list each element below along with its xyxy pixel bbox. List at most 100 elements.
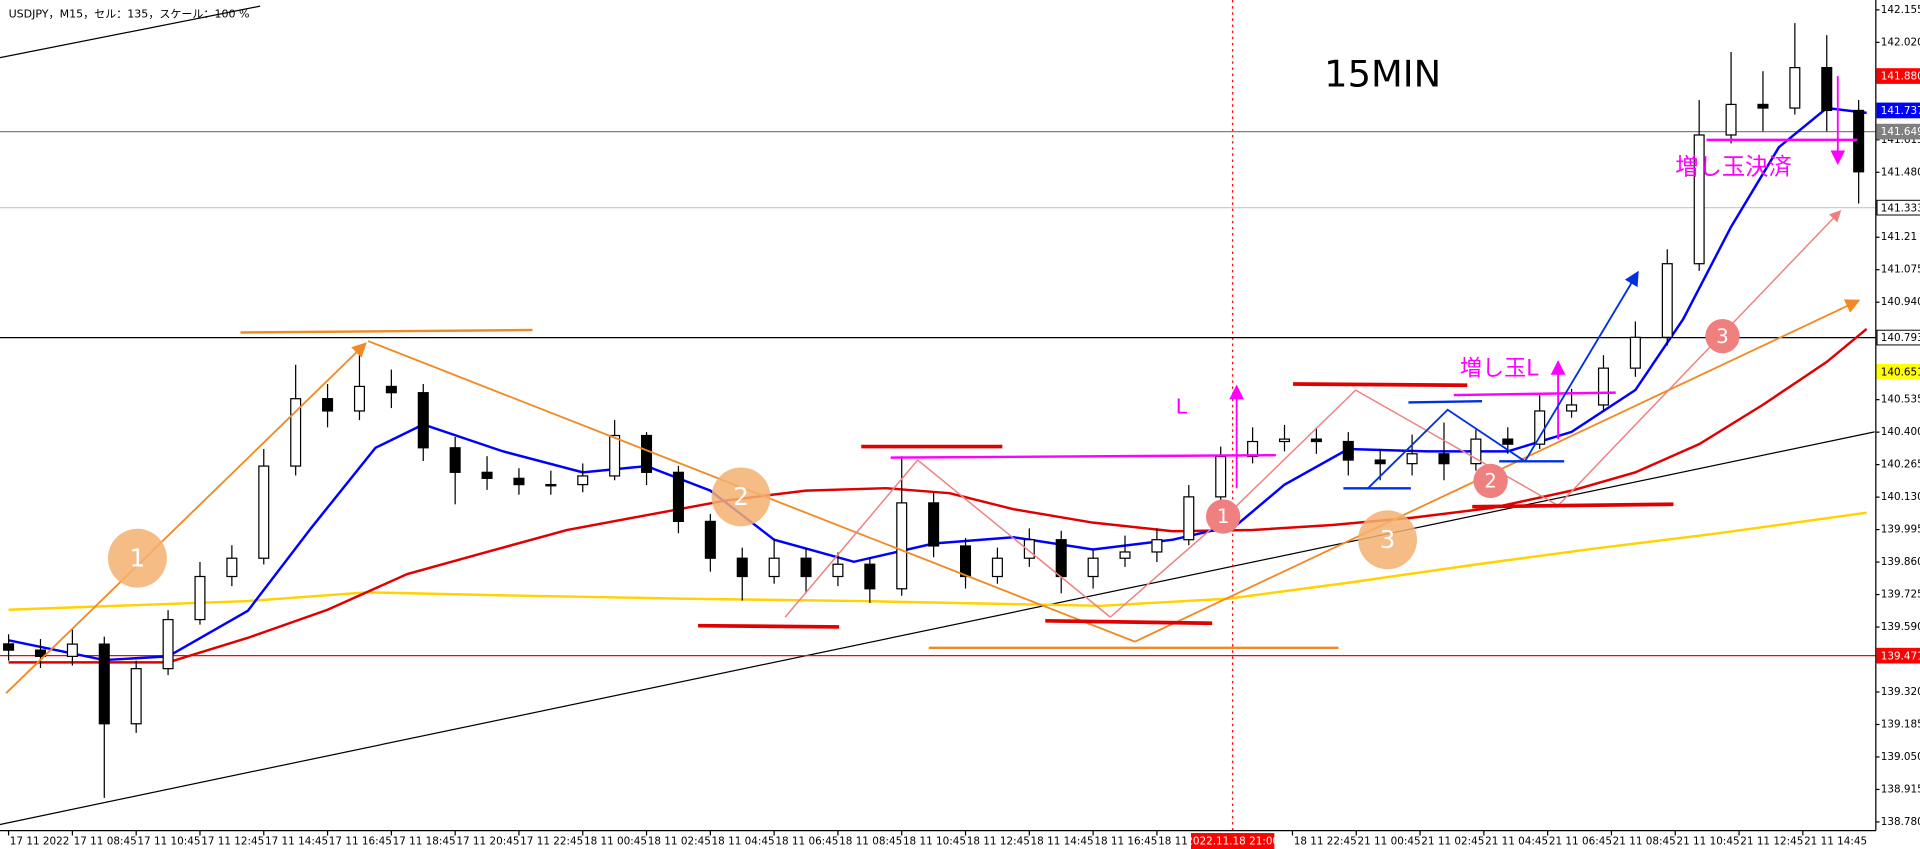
- red-level: [1293, 382, 1468, 388]
- y-tick-label: 139.725: [1881, 589, 1920, 601]
- red-level: [698, 623, 840, 629]
- candle-body: [1183, 496, 1195, 541]
- x-tick-label: 17 11 14:45: [265, 836, 328, 848]
- x-tick-label: 21 11 12:45: [1740, 836, 1803, 848]
- price-label-box: [1876, 199, 1920, 216]
- candle-body: [672, 471, 684, 523]
- x-tick-label: 18 11 00:45: [584, 836, 647, 848]
- price-label: 141.649: [1881, 126, 1920, 138]
- y-tick-label: 138.915: [1881, 783, 1920, 795]
- candle-body: [928, 502, 940, 547]
- wave-label: 1: [130, 543, 146, 572]
- moving-average: [8, 327, 1868, 664]
- candle-body: [226, 557, 238, 578]
- candle-body: [130, 668, 142, 725]
- price-label-box: [1876, 647, 1920, 664]
- candle-body: [1119, 551, 1131, 559]
- y-tick-label: 141.21: [1881, 231, 1917, 243]
- price-label-box: [1876, 68, 1920, 84]
- exit-label: 増し玉決済: [1675, 154, 1791, 181]
- y-tick-label: 142.155: [1881, 4, 1920, 16]
- candle-body: [98, 643, 110, 725]
- candle-body: [1310, 438, 1322, 443]
- price-label: 140.793: [1881, 332, 1920, 344]
- blue-line: [1367, 408, 1526, 489]
- chart-title: 15MIN: [1324, 53, 1441, 96]
- y-tick-label: 141.480: [1881, 166, 1920, 178]
- candle-body: [1406, 453, 1418, 465]
- y-tick-label: 139.995: [1881, 524, 1920, 536]
- price-label-box: [1876, 329, 1920, 346]
- candle-body: [800, 557, 812, 578]
- candle-body: [162, 618, 174, 670]
- x-tick-label: 18 11 16:45: [1094, 836, 1157, 848]
- wave-label: 3: [1716, 325, 1728, 348]
- candle-body: [1023, 539, 1035, 559]
- price-label-box: [1876, 363, 1920, 380]
- price-label: 141.737: [1881, 105, 1920, 117]
- wave-marker: [711, 467, 771, 527]
- candle-body: [641, 434, 653, 473]
- cursor-label-box: [1190, 833, 1275, 849]
- x-tick-label: 17 11 16:45: [329, 836, 392, 848]
- candle-body: [1725, 103, 1737, 136]
- x-tick-label: 21 11 08:45: [1613, 836, 1676, 848]
- candle-body: [704, 520, 716, 559]
- x-tick-label: 21 11 00:45: [1357, 836, 1420, 848]
- y-tick-label: 138.780: [1881, 816, 1920, 828]
- x-tick-label: 17 11 20:45: [456, 836, 519, 848]
- wave-marker: [107, 528, 167, 588]
- magenta-level: [1453, 391, 1616, 397]
- candle-body: [1821, 66, 1833, 112]
- candle-body: [1853, 109, 1865, 173]
- candle-body: [896, 502, 908, 590]
- entry-label: 増し玉L: [1460, 356, 1539, 381]
- candle-body: [290, 398, 302, 467]
- x-tick-label: 18 11 12:45: [967, 836, 1030, 848]
- wave-label: 3: [1380, 525, 1396, 554]
- candle-body: [1470, 438, 1482, 465]
- wave-label: 2: [733, 482, 749, 511]
- blue-level: [1408, 399, 1483, 404]
- price-label: 141.880: [1881, 71, 1920, 83]
- x-tick-label: 18 11 04:45: [712, 836, 775, 848]
- y-tick-label: 139.185: [1881, 718, 1920, 730]
- x-tick-label: 18 11: [1158, 836, 1188, 848]
- red-level: [1472, 502, 1674, 509]
- y-tick-label: 142.020: [1881, 36, 1920, 48]
- wave-label: 2: [1484, 470, 1496, 493]
- candle-body: [960, 545, 972, 578]
- drawings: [0, 0, 1876, 831]
- candle-body: [864, 563, 876, 590]
- y-tick-label: 139.590: [1881, 621, 1920, 633]
- x-tick-label: 21 11 14:45: [1804, 836, 1867, 848]
- candle-body: [832, 563, 844, 578]
- price-label-box: [1876, 123, 1920, 140]
- x-tick-label: 18 11 22:45: [1294, 836, 1357, 848]
- y-tick-label: 139.320: [1881, 686, 1920, 698]
- candle-body: [1629, 336, 1641, 369]
- candle-body: [1566, 404, 1578, 412]
- trend-line: [0, 431, 1875, 826]
- x-tick-label: 17 11 12:45: [201, 836, 264, 848]
- candle-body: [1789, 66, 1801, 109]
- candle-body: [1438, 453, 1450, 465]
- trend-line: [0, 5, 261, 59]
- red-level: [1045, 618, 1213, 626]
- candle-body: [1215, 455, 1227, 498]
- symbol-header: USDJPY，M15，セル：135，スケール：100 %: [9, 8, 250, 21]
- candle-body: [449, 447, 461, 473]
- y-tick-label: 140.265: [1881, 459, 1920, 471]
- wave-label: 1: [1217, 505, 1229, 528]
- candle-body: [577, 475, 589, 486]
- cursor-label: 2022.11.18 21:00: [1186, 836, 1279, 848]
- candle-body: [609, 434, 621, 477]
- candle-body: [736, 557, 748, 578]
- candle-body: [66, 643, 78, 658]
- annotations: 1 2 3 1 2 3 L 増し玉L 増し玉決済 15MIN USDJPY，M1…: [5, 8, 1861, 694]
- x-tick-label: 17 11 22:45: [520, 836, 583, 848]
